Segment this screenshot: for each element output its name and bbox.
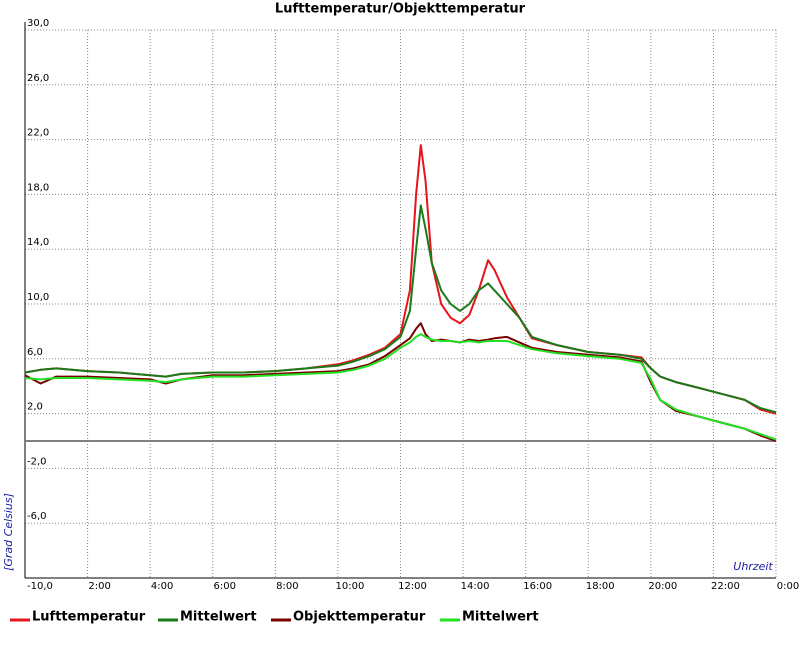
- x-tick-label: 20:00: [648, 581, 677, 592]
- x-tick-label: 6:00: [214, 581, 236, 592]
- y-tick-label: 10,0: [27, 292, 49, 303]
- y-tick-label: 26,0: [27, 73, 49, 84]
- y-axis-label: [Grad Celsius]: [2, 493, 15, 571]
- y-tick-label: 18,0: [27, 182, 49, 193]
- x-tick-label: 18:00: [586, 581, 615, 592]
- y-tick-label: 30,0: [27, 18, 49, 29]
- y-tick-label: 14,0: [27, 237, 49, 248]
- legend-label: Lufttemperatur: [32, 610, 146, 625]
- x-tick-label: 14:00: [461, 581, 490, 592]
- legend-label: Mittelwert: [180, 610, 257, 625]
- series-line: [24, 204, 777, 414]
- x-tick-label: 8:00: [276, 581, 298, 592]
- legend-label: Mittelwert: [462, 610, 539, 625]
- x-tick-label: 4:00: [151, 581, 173, 592]
- y-tick-label: 2,0: [27, 402, 43, 413]
- y-tick-label: -10,0: [27, 581, 53, 592]
- chart-title: Lufttemperatur/Objekttemperatur: [275, 2, 526, 17]
- x-tick-label: 10:00: [336, 581, 365, 592]
- legend-label: Objekttemperatur: [293, 610, 426, 625]
- x-tick-label: 16:00: [523, 581, 552, 592]
- x-tick-label: 0:00: [777, 581, 799, 592]
- y-tick-label: -2,0: [27, 456, 47, 467]
- x-tick-label: 2:00: [88, 581, 110, 592]
- series-line: [24, 333, 777, 441]
- y-tick-label: 6,0: [27, 347, 43, 358]
- x-axis-label: Uhrzeit: [733, 560, 773, 573]
- x-tick-label: 22:00: [711, 581, 740, 592]
- y-tick-label: 22,0: [27, 128, 49, 139]
- y-tick-label: -6,0: [27, 511, 47, 522]
- x-tick-label: 12:00: [398, 581, 427, 592]
